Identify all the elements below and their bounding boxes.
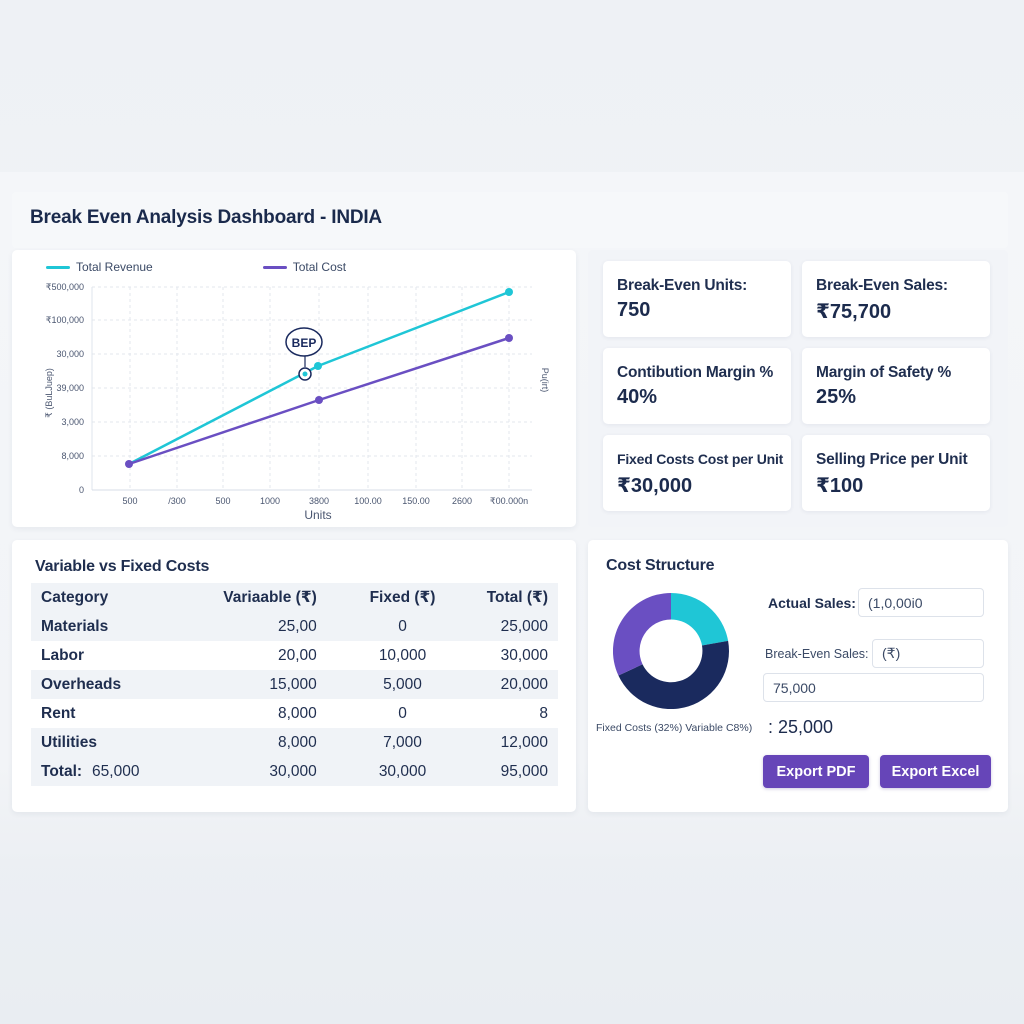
x-axis-title: Units: [304, 508, 331, 522]
table-row: Rent 8,000 0 8: [31, 699, 558, 728]
kpi-label: Margin of Safety %: [816, 364, 952, 381]
break-even-sales-label: Break-Even Sales:: [765, 647, 869, 661]
kpi-label: Selling Price per Unit: [816, 451, 968, 468]
svg-text:/300: /300: [168, 496, 186, 506]
export-excel-button[interactable]: Export Excel: [880, 755, 991, 788]
y-axis-title-right: Pu(irt): [540, 368, 550, 393]
line-chart[interactable]: ₹500,000 ₹100,000 30,000 39,000 3,000 8,…: [12, 250, 576, 527]
break-even-unit-input[interactable]: (₹): [872, 639, 984, 668]
kpi-value: 40%: [617, 386, 658, 408]
panel-title: Cost Structure: [606, 557, 715, 574]
chart-grid: [92, 286, 532, 490]
kpi-label: Break-Even Units:: [617, 277, 748, 294]
legend-total-revenue[interactable]: Total Revenue: [46, 260, 153, 274]
svg-text:500: 500: [215, 496, 230, 506]
export-pdf-button[interactable]: Export PDF: [763, 755, 869, 788]
costs-table-panel: Variable vs Fixed Costs Category Variaab…: [12, 540, 576, 812]
kpi-selling-price: Selling Price per Unit ₹100: [802, 435, 990, 511]
svg-text:3800: 3800: [309, 496, 329, 506]
svg-text:₹100,000: ₹100,000: [46, 315, 84, 325]
kpi-value: 25%: [816, 386, 857, 408]
costs-table: Category Variaable (₹) Fixed (₹) Total (…: [31, 583, 558, 786]
kpi-fixed-costs: Fixed Costs Cost per Unit ₹30,000: [603, 435, 791, 511]
x-axis-ticks: 500 /300 500 1000 3800 100.00 150.00 260…: [122, 496, 528, 506]
data-point[interactable]: [315, 396, 323, 404]
svg-text:100.00: 100.00: [354, 496, 382, 506]
svg-text:39,000: 39,000: [56, 383, 84, 393]
table-row: Utilities 8,000 7,000 12,000: [31, 728, 558, 757]
column-header-category[interactable]: Category: [41, 588, 109, 606]
y-axis-ticks: ₹500,000 ₹100,000 30,000 39,000 3,000 8,…: [46, 282, 84, 495]
svg-text:BEP: BEP: [292, 336, 317, 350]
break-even-sales-input[interactable]: 75,000: [763, 673, 984, 702]
svg-text:2600: 2600: [452, 496, 472, 506]
kpi-label: Break-Even Sales:: [816, 277, 948, 294]
column-header-total[interactable]: Total (₹): [486, 589, 548, 606]
data-point[interactable]: [505, 288, 513, 296]
data-point[interactable]: [125, 460, 133, 468]
kpi-value: ₹75,700: [816, 301, 892, 323]
chart-legend: Total Revenue Total Cost: [46, 260, 346, 274]
actual-sales-input[interactable]: (1,0,00i0: [858, 588, 984, 617]
legend-label: Total Cost: [292, 260, 347, 274]
total-extra-value: 65,000: [92, 762, 140, 780]
kpi-value: ₹30,000: [617, 475, 693, 497]
y-axis-title-left: ₹ (BuLJuep): [44, 368, 54, 418]
donut-segment[interactable]: [671, 593, 729, 646]
kpi-label: Contibution Margin %: [617, 364, 774, 381]
svg-text:8,000: 8,000: [61, 451, 84, 461]
dashboard-header: Break Even Analysis Dashboard - INDIA: [12, 192, 1008, 248]
data-point[interactable]: [505, 334, 513, 342]
kpi-value: ₹100: [816, 475, 864, 497]
svg-text:₹500,000: ₹500,000: [46, 282, 84, 292]
column-header-variable[interactable]: Variaable (₹): [223, 589, 317, 606]
legend-label: Total Revenue: [76, 260, 153, 274]
table-row: Materials 25,00 0 25,000: [31, 612, 558, 641]
actual-sales-label: Actual Sales:: [768, 595, 856, 611]
kpi-label: Fixed Costs Cost per Unit: [617, 451, 784, 467]
total-label: Total:: [41, 762, 83, 780]
data-point[interactable]: [314, 362, 322, 370]
legend-total-cost[interactable]: Total Cost: [262, 260, 347, 274]
donut-legend: Fixed Costs (32%) Variable C8%): [596, 722, 753, 734]
kpi-break-even-units: Break-Even Units: 750: [603, 261, 791, 337]
bep-marker[interactable]: BEP: [285, 327, 323, 381]
table-total-row: Total: 65,000 30,000 30,000 95,000: [31, 757, 558, 786]
panel-title: Variable vs Fixed Costs: [35, 558, 210, 575]
cost-donut-chart[interactable]: [613, 593, 729, 709]
table-header-row: Category Variaable (₹) Fixed (₹) Total (…: [31, 583, 558, 612]
kpi-break-even-sales: Break-Even Sales: ₹75,700: [802, 261, 990, 337]
svg-text:150.00: 150.00: [402, 496, 430, 506]
kpi-panel: Break-Even Units: 750 Break-Even Sales: …: [588, 250, 1008, 527]
svg-text:30,000: 30,000: [56, 349, 84, 359]
svg-text:0: 0: [79, 485, 84, 495]
margin-of-safety-value: : 25,000: [768, 717, 834, 737]
donut-segment[interactable]: [613, 593, 671, 676]
kpi-value: 750: [617, 299, 651, 321]
svg-text:₹00.000n: ₹00.000n: [490, 496, 528, 506]
donut-segment[interactable]: [618, 640, 729, 709]
page-title: Break Even Analysis Dashboard - INDIA: [30, 207, 382, 228]
break-even-chart-panel: Total Revenue Total Cost: [12, 250, 576, 527]
kpi-contribution-margin: Contibution Margin % 40%: [603, 348, 791, 424]
cost-swatch-icon: [262, 265, 287, 269]
kpi-margin-of-safety: Margin of Safety % 25%: [802, 348, 990, 424]
svg-text:3,000: 3,000: [61, 417, 84, 427]
cost-structure-panel: Cost Structure Fixed Costs (32%) Variabl…: [588, 540, 1008, 812]
table-row: Overheads 15,000 5,000 20,000: [31, 670, 558, 699]
svg-text:500: 500: [122, 496, 137, 506]
column-header-fixed[interactable]: Fixed (₹): [369, 589, 436, 606]
table-row: Labor 20,00 10,000 30,000: [31, 641, 558, 670]
svg-text:1000: 1000: [260, 496, 280, 506]
revenue-swatch-icon: [46, 265, 70, 269]
